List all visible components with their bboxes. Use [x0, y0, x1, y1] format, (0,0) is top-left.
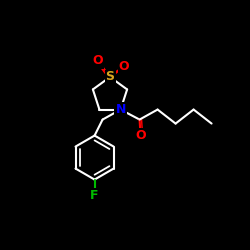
Text: F: F — [90, 189, 99, 202]
Text: O: O — [135, 129, 146, 142]
Text: O: O — [93, 54, 103, 68]
Text: S: S — [106, 70, 114, 84]
Text: N: N — [116, 103, 126, 116]
Text: O: O — [119, 60, 129, 74]
